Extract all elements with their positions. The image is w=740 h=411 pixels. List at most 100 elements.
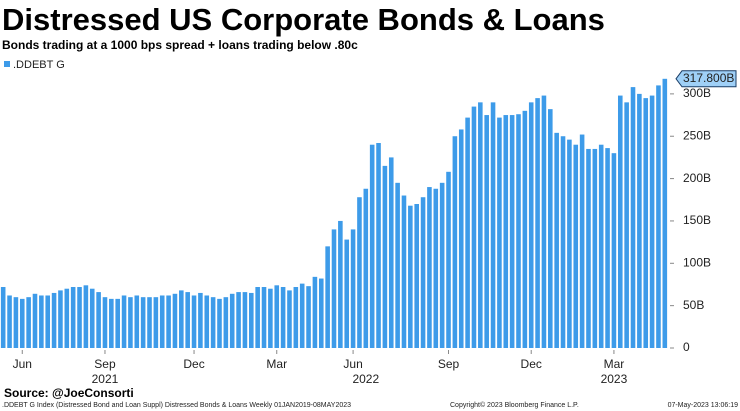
bar	[662, 78, 668, 349]
bar	[318, 278, 324, 348]
bar	[408, 205, 413, 348]
bar	[261, 287, 267, 348]
bar	[516, 114, 521, 348]
bar	[465, 117, 470, 348]
bar	[579, 134, 585, 348]
bar	[331, 229, 337, 348]
bar	[223, 297, 229, 348]
bar	[369, 144, 375, 348]
x-tick-label: Sep	[94, 357, 116, 371]
bar	[147, 297, 152, 348]
bar	[376, 143, 381, 348]
bar	[433, 188, 439, 348]
bar	[573, 144, 579, 348]
bar	[478, 102, 483, 349]
bar	[179, 290, 184, 348]
bar	[191, 295, 197, 348]
y-tick-label: 200B	[683, 171, 711, 185]
bar	[592, 148, 598, 348]
x-tick-label: Dec	[521, 357, 542, 371]
bar	[617, 95, 623, 348]
bar	[249, 292, 254, 348]
bar	[121, 295, 127, 348]
bar	[312, 276, 318, 348]
footer-copyright: Copyright© 2023 Bloomberg Finance L.P.	[450, 401, 579, 409]
bar	[255, 287, 260, 348]
bar	[630, 87, 636, 348]
bar	[458, 129, 464, 348]
bar	[535, 98, 540, 348]
y-tick-label: 250B	[683, 128, 711, 142]
bar	[382, 165, 388, 348]
x-tick-label: Mar	[604, 357, 625, 371]
bar	[102, 297, 108, 348]
bar	[401, 195, 407, 348]
chart-subtitle: Bonds trading at a 1000 bps spread + loa…	[2, 38, 358, 52]
legend-label: .DDEBT G	[13, 59, 65, 71]
bar	[350, 229, 356, 348]
bar	[414, 204, 419, 348]
bar	[624, 102, 629, 349]
bar	[83, 285, 89, 348]
bar	[522, 110, 528, 348]
bar	[229, 293, 235, 348]
bar	[548, 109, 553, 348]
bar	[26, 297, 31, 348]
bar	[19, 298, 25, 348]
bar	[325, 246, 330, 348]
bar	[586, 148, 591, 348]
legend-swatch	[4, 61, 10, 67]
bar	[484, 115, 489, 348]
bar	[554, 132, 559, 348]
bar	[166, 295, 171, 348]
bar	[58, 290, 63, 348]
x-tick-label: Mar	[266, 357, 287, 371]
footer-date: 07-May-2023 13:06:19	[668, 402, 739, 409]
bar	[293, 287, 299, 348]
bar	[153, 297, 159, 348]
source: Source: @JoeConsorti	[4, 386, 134, 400]
footer-left: .DDEBT G Index (Distressed Bond and Loan…	[2, 402, 351, 409]
bar	[567, 139, 572, 348]
bar	[172, 293, 178, 348]
bar	[471, 106, 477, 349]
bar	[39, 295, 44, 348]
bar	[7, 295, 12, 348]
bar	[338, 220, 343, 348]
bar	[13, 297, 19, 348]
x-year-label: 2021	[92, 372, 119, 386]
x-year-label: 2023	[601, 372, 628, 386]
bar	[274, 285, 280, 348]
y-tick-label: 0	[683, 340, 690, 354]
bar	[96, 292, 101, 348]
bar	[560, 136, 566, 348]
last-value-box	[675, 70, 737, 88]
bar	[115, 298, 120, 348]
bar	[541, 95, 547, 348]
bar	[287, 290, 292, 348]
bar	[637, 93, 642, 348]
bar	[159, 295, 165, 348]
bar	[70, 287, 76, 348]
bar	[236, 292, 241, 348]
bar	[656, 85, 661, 348]
bar	[204, 295, 210, 348]
y-tick-label: 300B	[683, 86, 711, 100]
bar	[344, 239, 350, 348]
y-tick-label: 100B	[683, 255, 711, 269]
bar	[363, 188, 369, 348]
bar	[140, 297, 146, 348]
bar	[0, 287, 6, 348]
bar	[89, 288, 95, 348]
bar	[395, 182, 400, 348]
bar	[242, 292, 248, 348]
bar	[217, 298, 222, 348]
bar	[51, 292, 57, 348]
x-tick-label: Sep	[438, 357, 460, 371]
bar	[643, 98, 649, 348]
bar	[64, 288, 70, 348]
y-tick-label: 150B	[683, 213, 711, 227]
last-value-label: 317.800B	[683, 71, 734, 85]
bar	[77, 287, 82, 348]
